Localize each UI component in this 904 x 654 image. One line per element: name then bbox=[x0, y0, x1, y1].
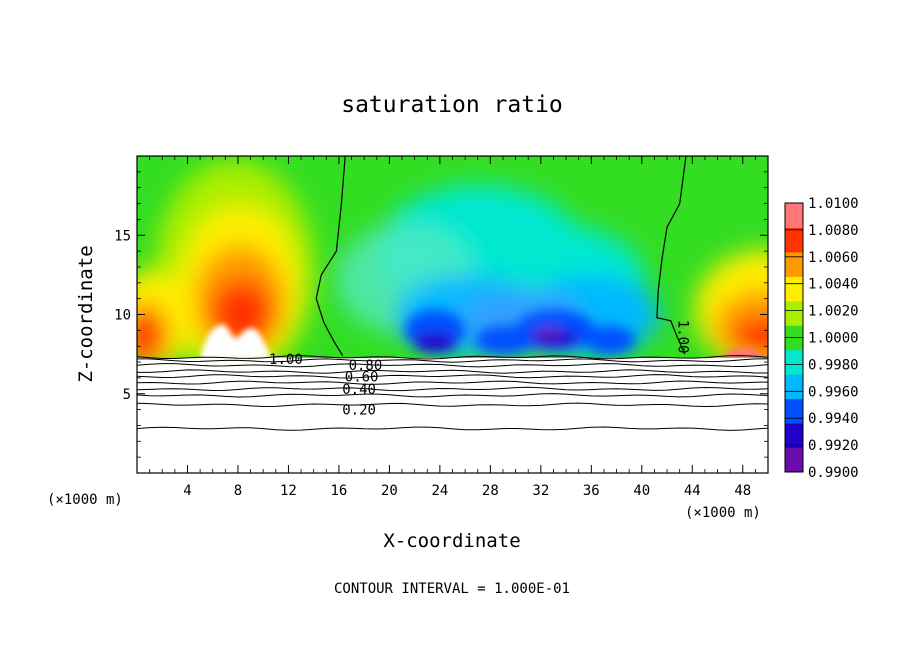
colorbar-swatch bbox=[785, 447, 803, 473]
colorbar-swatch bbox=[785, 398, 803, 424]
colorbar-swatch bbox=[785, 423, 803, 449]
heatmap-supersaturated-peaks bbox=[200, 324, 768, 360]
heatmap-deep-blue-region bbox=[405, 310, 635, 354]
colorbar-tick-label: 1.0060 bbox=[808, 250, 859, 266]
x-tick-label: 32 bbox=[532, 483, 549, 499]
contour-label: 0.80 bbox=[349, 358, 383, 374]
contour-label: 0.60 bbox=[345, 369, 379, 385]
contour-line bbox=[137, 358, 769, 363]
colorbar-swatch bbox=[785, 251, 803, 277]
contour-label: 0.20 bbox=[342, 403, 376, 419]
heatmap-unsaturated-layer bbox=[137, 358, 768, 473]
colorbar-tick-label: 0.9980 bbox=[808, 357, 859, 373]
colorbar-swatch bbox=[785, 276, 803, 302]
colorbar-tick-label: 1.0100 bbox=[808, 196, 859, 212]
x-tick-label: 12 bbox=[280, 483, 297, 499]
colorbar-swatch bbox=[785, 374, 803, 400]
x-tick-label: 36 bbox=[583, 483, 600, 499]
x-tick-label: 44 bbox=[684, 483, 701, 499]
colorbar-tick-label: 1.0000 bbox=[808, 331, 859, 347]
contour-line bbox=[137, 369, 768, 374]
x-tick-label: 20 bbox=[381, 483, 398, 499]
colorbar-tick-label: 0.9960 bbox=[808, 384, 859, 400]
x-tick-label: 48 bbox=[734, 483, 751, 499]
colorbar-swatch bbox=[785, 349, 803, 375]
x-tick-label: 4 bbox=[183, 483, 191, 499]
contour-lines: 1.00 0.800.600.40 0.20 1.00 bbox=[136, 155, 769, 431]
chart-title: saturation ratio bbox=[341, 92, 563, 118]
x-tick-label: 24 bbox=[431, 483, 448, 499]
colorbar-tick-label: 0.9940 bbox=[808, 411, 859, 427]
y-axis: 5 10 15 bbox=[114, 171, 768, 458]
y-tick-label: 15 bbox=[114, 228, 131, 244]
contour-interval-note: CONTOUR INTERVAL = 1.000E-01 bbox=[334, 581, 570, 597]
contour-label: 1.00 bbox=[269, 352, 303, 368]
x-tick-label: 28 bbox=[482, 483, 499, 499]
contour-line bbox=[136, 426, 769, 431]
contour-line bbox=[136, 355, 769, 360]
contour-line-saturation bbox=[656, 155, 687, 355]
contour-line bbox=[136, 402, 769, 408]
contour-label: 0.40 bbox=[342, 382, 376, 398]
colorbar-tick-label: 0.9920 bbox=[808, 438, 859, 454]
heatmap-supersaturated-right bbox=[695, 250, 768, 370]
x-axis: 4 8 12 16 20 24 28 32 36 40 44 48 bbox=[149, 156, 756, 499]
contour-line bbox=[136, 386, 769, 392]
y-tick-label: 5 bbox=[123, 387, 131, 403]
colorbar-tick-label: 0.9900 bbox=[808, 465, 859, 481]
heatmap-supersaturated-left bbox=[137, 160, 315, 380]
y-tick-label: 10 bbox=[114, 308, 131, 324]
colorbar-tick-label: 1.0040 bbox=[808, 277, 859, 293]
colorbar: 1.0100 1.0080 1.0060 1.0040 1.0020 1.0000 0.99… bbox=[784, 196, 859, 481]
colorbar-tick-label: 1.0080 bbox=[808, 223, 859, 239]
x-axis-label: X-coordinate bbox=[383, 530, 520, 552]
x-unit-left: (×1000 m) bbox=[47, 492, 123, 508]
colorbar-swatch bbox=[785, 227, 803, 253]
heatmap-field bbox=[137, 156, 768, 473]
y-axis-label: Z-coordinate bbox=[75, 245, 97, 382]
colorbar-tick-label: 1.0020 bbox=[808, 304, 859, 320]
contour-line bbox=[136, 363, 769, 368]
contour-line bbox=[136, 380, 769, 385]
x-unit-right: (×1000 m) bbox=[685, 505, 761, 521]
contour-line bbox=[136, 393, 769, 398]
x-tick-label: 40 bbox=[633, 483, 650, 499]
x-tick-label: 8 bbox=[234, 483, 242, 499]
contour-line-saturation bbox=[315, 155, 346, 357]
contour-line bbox=[136, 374, 769, 379]
colorbar-swatch bbox=[785, 300, 803, 326]
colorbar-swatch bbox=[785, 203, 803, 228]
x-tick-label: 16 bbox=[330, 483, 347, 499]
contour-label: 1.00 bbox=[674, 320, 690, 354]
